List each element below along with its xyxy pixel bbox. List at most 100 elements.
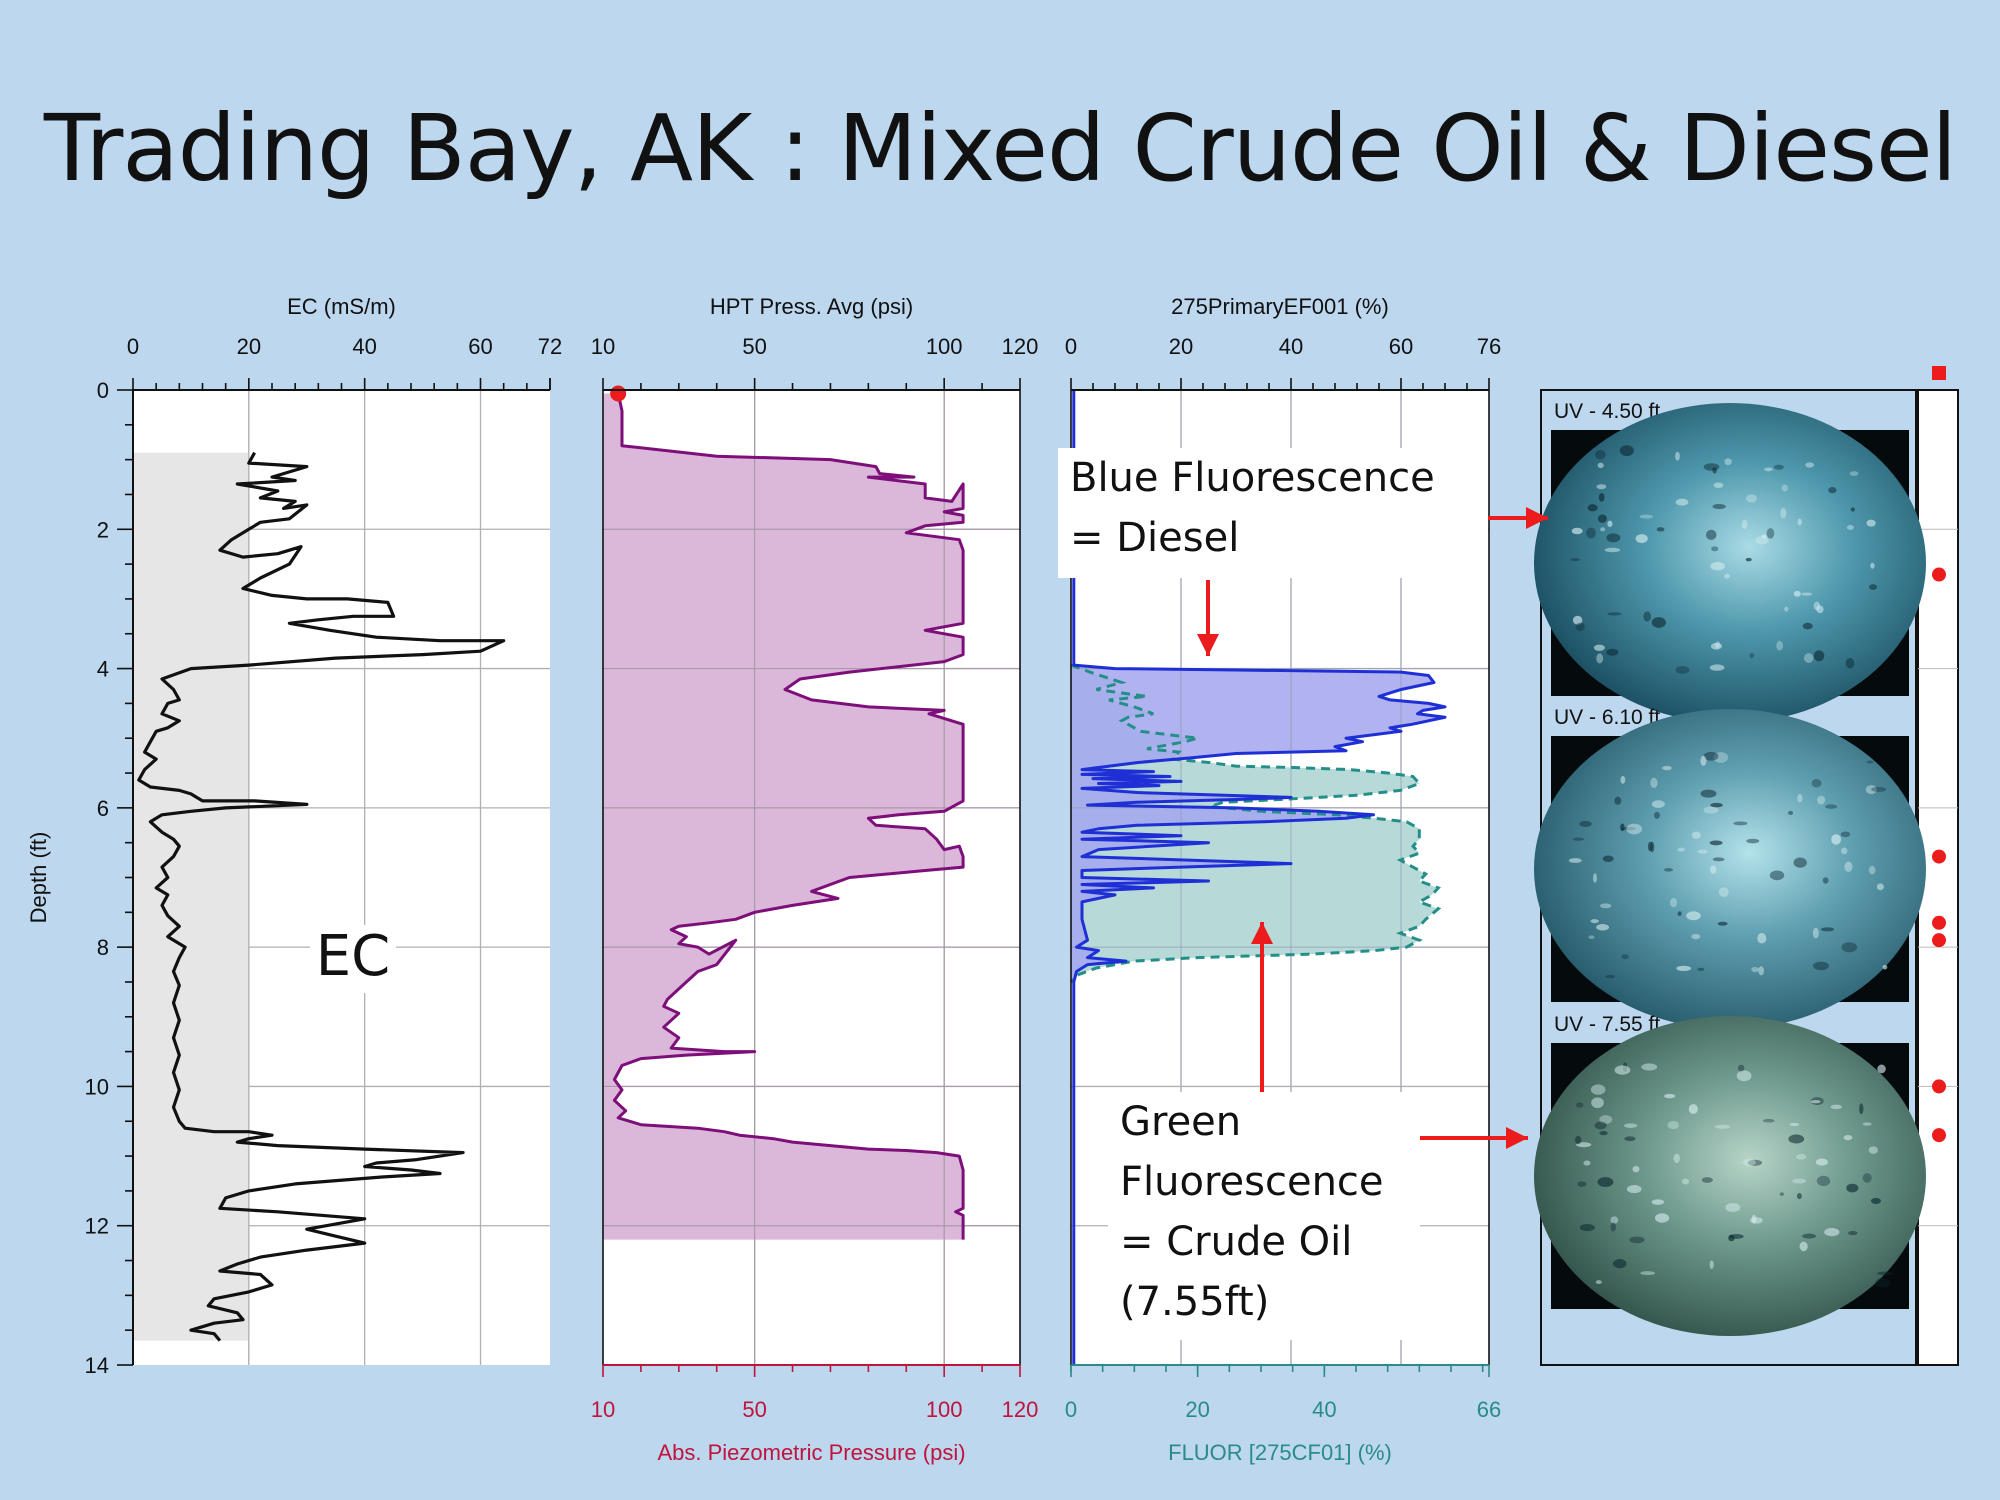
photo-texture: [1709, 664, 1725, 671]
photo-texture: [1712, 504, 1726, 510]
photo-texture: [1877, 1064, 1886, 1074]
photo-texture: [1788, 810, 1794, 816]
uv-photo-1: [1534, 403, 1926, 723]
photo-texture: [1728, 1234, 1735, 1242]
ec-annotation: EC: [316, 924, 390, 989]
photo-texture: [1816, 1175, 1831, 1187]
hpt-axis-title: HPT Press. Avg (psi): [710, 294, 913, 319]
photo-texture: [1606, 533, 1621, 543]
photo-texture: [1599, 903, 1612, 909]
blue-to-photo-arrow-head: [1526, 507, 1548, 529]
photo-texture: [1741, 519, 1748, 529]
photo-texture: [1844, 861, 1853, 872]
photo-texture: [1710, 802, 1723, 808]
photo-texture: [1813, 650, 1825, 662]
photo-texture: [1675, 498, 1689, 506]
photo-texture: [1654, 1213, 1670, 1223]
photo-texture: [1597, 462, 1604, 469]
photo-texture: [1621, 826, 1636, 831]
photo-texture: [1626, 823, 1643, 835]
photo-texture: [1586, 527, 1596, 539]
blue-callout-arrow-head: [1197, 634, 1219, 656]
photo-texture: [1697, 849, 1708, 854]
ec-annotation-bg: [310, 925, 396, 993]
photo-texture: [1849, 471, 1859, 476]
hpt-tick-label: 50: [742, 334, 766, 359]
strip-depth-marker: [1932, 1079, 1946, 1094]
photo-texture: [1643, 611, 1652, 622]
photo-texture: [1803, 653, 1814, 663]
photo-texture: [1610, 1222, 1616, 1232]
photo-texture: [1876, 883, 1884, 891]
photo-texture: [1758, 966, 1765, 976]
photo-texture: [1866, 519, 1876, 527]
photo-texture: [1810, 1100, 1821, 1104]
green-to-photo-arrow-head: [1506, 1127, 1528, 1149]
photo-texture: [1640, 1271, 1655, 1276]
photo-texture: [1670, 897, 1678, 908]
hpt-start-marker: [610, 385, 627, 402]
depth-axis-title: Depth (ft): [26, 832, 51, 924]
photo-texture: [1583, 1160, 1591, 1166]
photo-texture: [1769, 870, 1785, 881]
photo-texture: [1590, 1084, 1606, 1095]
green-callout-line-3: = Crude Oil: [1120, 1219, 1353, 1265]
photo-texture: [1593, 873, 1598, 883]
photo-texture: [1591, 1097, 1604, 1108]
fluor-bottom-tick-label: 40: [1312, 1397, 1336, 1422]
photo-texture: [1733, 821, 1748, 826]
green-callout-arrow-head: [1251, 922, 1273, 944]
photo-texture: [1594, 1121, 1607, 1130]
ec-fill-region: [133, 452, 249, 1341]
photo-texture: [1875, 1277, 1891, 1288]
fluor-bottom-tick-label: 0: [1065, 1397, 1077, 1422]
photo-texture: [1789, 1122, 1800, 1127]
photo-texture: [1724, 458, 1732, 466]
photo-texture: [1667, 1120, 1679, 1130]
photo-texture: [1596, 923, 1610, 931]
photo-texture: [1709, 840, 1723, 846]
photo-texture: [1868, 865, 1876, 875]
photo-texture: [1746, 838, 1760, 844]
photo-texture: [1701, 1177, 1713, 1183]
photo-texture: [1697, 967, 1705, 972]
fluor-bottom-tick-label: 20: [1185, 1397, 1209, 1422]
photo-texture: [1605, 974, 1616, 979]
photo-texture: [1751, 1214, 1757, 1224]
photo-texture: [1871, 786, 1887, 792]
photo-texture: [1822, 877, 1829, 884]
ec-tick-label: 60: [468, 334, 492, 359]
photo-texture: [1606, 648, 1619, 656]
hpt-tick-label: 120: [1002, 334, 1039, 359]
photo-texture: [1651, 1199, 1665, 1205]
photo-texture: [1868, 1146, 1878, 1154]
photo-texture: [1639, 514, 1654, 519]
photo-texture: [1650, 777, 1658, 789]
hpt-fill: [603, 393, 964, 1240]
ec-tick-label: 40: [352, 334, 376, 359]
photo-texture: [1677, 911, 1682, 916]
photo-texture: [1812, 927, 1819, 939]
photo-texture: [1846, 525, 1854, 530]
photo-texture: [1709, 1260, 1714, 1270]
fluor-axis-title: 275PrimaryEF001 (%): [1171, 294, 1389, 319]
photo-texture: [1784, 606, 1789, 612]
strip-depth-marker: [1932, 567, 1946, 582]
photo-texture: [1811, 778, 1822, 788]
photo-texture: [1862, 1122, 1872, 1126]
photo-texture: [1776, 640, 1784, 651]
photo-texture: [1870, 1197, 1881, 1205]
blue-callout-line-2: = Diesel: [1070, 515, 1240, 561]
ec-line: [137, 451, 506, 1342]
depth-tick-label: 10: [85, 1074, 109, 1099]
photo-texture: [1653, 811, 1661, 819]
strip-depth-marker: [1932, 933, 1946, 948]
photo-texture: [1715, 641, 1721, 649]
strip-depth-marker: [1932, 849, 1946, 864]
hpt-bottom-tick-label: 10: [591, 1397, 615, 1422]
photo-texture: [1870, 562, 1875, 569]
photo-texture: [1703, 463, 1720, 471]
photo-texture: [1675, 665, 1690, 674]
photo-texture: [1764, 467, 1773, 472]
